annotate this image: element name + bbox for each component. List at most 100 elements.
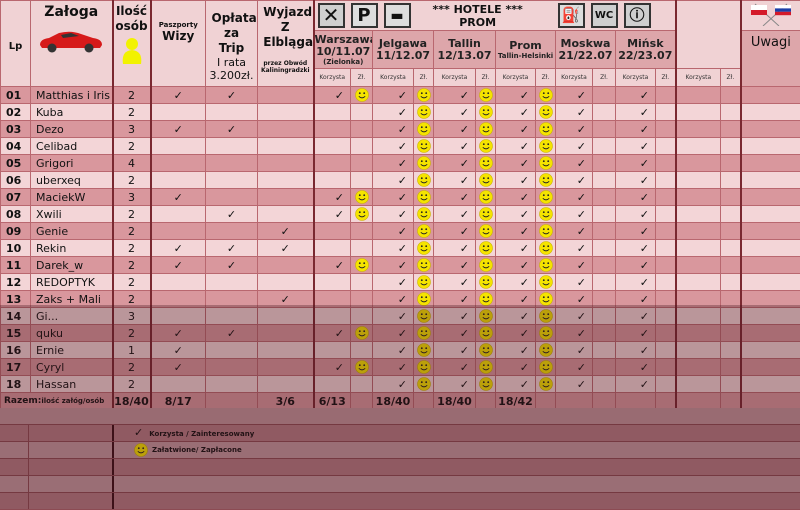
fee-cell[interactable]: ✓	[206, 240, 258, 257]
paid-cell[interactable]	[414, 274, 434, 291]
paid-cell[interactable]	[593, 223, 616, 240]
use-cell[interactable]: ✓	[434, 138, 476, 155]
table-row[interactable]: 07 MaciekW 3 ✓ ✓✓✓✓✓✓	[1, 189, 800, 206]
use-cell[interactable]: ✓	[496, 240, 536, 257]
paid-cell[interactable]	[656, 223, 676, 240]
use-cell[interactable]: ✓	[373, 274, 414, 291]
paid-cell[interactable]	[351, 189, 373, 206]
use-cell[interactable]: ✓	[373, 359, 414, 376]
departure-cell[interactable]	[258, 155, 314, 172]
paid-cell[interactable]	[656, 325, 676, 342]
paid-cell[interactable]	[593, 308, 616, 325]
paid-cell[interactable]	[414, 121, 434, 138]
notes-cell[interactable]	[741, 308, 800, 325]
paid-cell[interactable]	[414, 189, 434, 206]
passport-cell[interactable]	[151, 155, 206, 172]
use-cell[interactable]: ✓	[434, 189, 476, 206]
paid-cell[interactable]	[476, 104, 496, 121]
paid-cell[interactable]	[721, 376, 741, 393]
use-cell[interactable]: ✓	[373, 308, 414, 325]
paid-cell[interactable]	[593, 87, 616, 104]
use-cell[interactable]: ✓	[556, 308, 593, 325]
paid-cell[interactable]	[721, 172, 741, 189]
paid-cell[interactable]	[721, 155, 741, 172]
fee-cell[interactable]	[206, 104, 258, 121]
use-cell[interactable]	[314, 376, 351, 393]
passport-cell[interactable]	[151, 308, 206, 325]
use-cell[interactable]: ✓	[496, 104, 536, 121]
use-cell[interactable]: ✓	[373, 223, 414, 240]
table-row[interactable]: 08 Xwili 2 ✓ ✓✓✓✓✓✓	[1, 206, 800, 223]
table-row[interactable]: 12 REDOPTYK 2 ✓✓✓✓✓	[1, 274, 800, 291]
notes-cell[interactable]	[741, 155, 800, 172]
use-cell[interactable]: ✓	[496, 87, 536, 104]
passport-cell[interactable]	[151, 223, 206, 240]
paid-cell[interactable]	[476, 189, 496, 206]
notes-cell[interactable]	[741, 121, 800, 138]
paid-cell[interactable]	[536, 342, 556, 359]
paid-cell[interactable]	[351, 87, 373, 104]
paid-cell[interactable]	[721, 274, 741, 291]
use-cell[interactable]: ✓	[556, 155, 593, 172]
use-cell[interactable]: ✓	[434, 121, 476, 138]
use-cell[interactable]: ✓	[434, 257, 476, 274]
paid-cell[interactable]	[536, 189, 556, 206]
passport-cell[interactable]	[151, 376, 206, 393]
use-cell[interactable]: ✓	[314, 87, 351, 104]
use-cell[interactable]: ✓	[616, 257, 656, 274]
fee-cell[interactable]: ✓	[206, 121, 258, 138]
paid-cell[interactable]	[656, 104, 676, 121]
use-cell[interactable]: ✓	[373, 257, 414, 274]
paid-cell[interactable]	[476, 308, 496, 325]
table-row[interactable]: 17 Cyryl 2 ✓ ✓✓✓✓✓✓	[1, 359, 800, 376]
use-cell[interactable]: ✓	[496, 189, 536, 206]
paid-cell[interactable]	[536, 104, 556, 121]
use-cell[interactable]: ✓	[556, 189, 593, 206]
paid-cell[interactable]	[476, 342, 496, 359]
use-cell[interactable]: ✓	[373, 376, 414, 393]
use-cell[interactable]	[314, 138, 351, 155]
use-cell[interactable]: ✓	[314, 325, 351, 342]
paid-cell[interactable]	[414, 155, 434, 172]
table-row[interactable]: 10 Rekin 2 ✓ ✓ ✓✓✓✓✓✓	[1, 240, 800, 257]
use-cell[interactable]: ✓	[616, 189, 656, 206]
use-cell[interactable]: ✓	[556, 240, 593, 257]
use-cell[interactable]: ✓	[434, 155, 476, 172]
use-cell[interactable]: ✓	[616, 87, 656, 104]
paid-cell[interactable]	[721, 291, 741, 308]
paid-cell[interactable]	[593, 359, 616, 376]
use-cell[interactable]: ✓	[496, 138, 536, 155]
notes-cell[interactable]	[741, 206, 800, 223]
use-cell[interactable]	[676, 138, 721, 155]
paid-cell[interactable]	[536, 291, 556, 308]
use-cell[interactable]: ✓	[496, 274, 536, 291]
use-cell[interactable]: ✓	[496, 342, 536, 359]
departure-cell[interactable]	[258, 206, 314, 223]
paid-cell[interactable]	[656, 121, 676, 138]
use-cell[interactable]: ✓	[434, 308, 476, 325]
passport-cell[interactable]: ✓	[151, 87, 206, 104]
paid-cell[interactable]	[721, 206, 741, 223]
paid-cell[interactable]	[593, 376, 616, 393]
paid-cell[interactable]	[593, 274, 616, 291]
use-cell[interactable]: ✓	[556, 257, 593, 274]
paid-cell[interactable]	[721, 342, 741, 359]
paid-cell[interactable]	[593, 206, 616, 223]
passport-cell[interactable]	[151, 138, 206, 155]
use-cell[interactable]: ✓	[616, 206, 656, 223]
use-cell[interactable]	[314, 104, 351, 121]
paid-cell[interactable]	[656, 87, 676, 104]
table-row[interactable]: 05 Grigori 4 ✓✓✓✓✓	[1, 155, 800, 172]
use-cell[interactable]	[676, 274, 721, 291]
paid-cell[interactable]	[351, 104, 373, 121]
paid-cell[interactable]	[536, 87, 556, 104]
departure-cell[interactable]	[258, 87, 314, 104]
paid-cell[interactable]	[414, 138, 434, 155]
paid-cell[interactable]	[351, 342, 373, 359]
use-cell[interactable]: ✓	[616, 104, 656, 121]
paid-cell[interactable]	[351, 291, 373, 308]
use-cell[interactable]: ✓	[556, 223, 593, 240]
paid-cell[interactable]	[476, 121, 496, 138]
passport-cell[interactable]	[151, 206, 206, 223]
paid-cell[interactable]	[414, 308, 434, 325]
